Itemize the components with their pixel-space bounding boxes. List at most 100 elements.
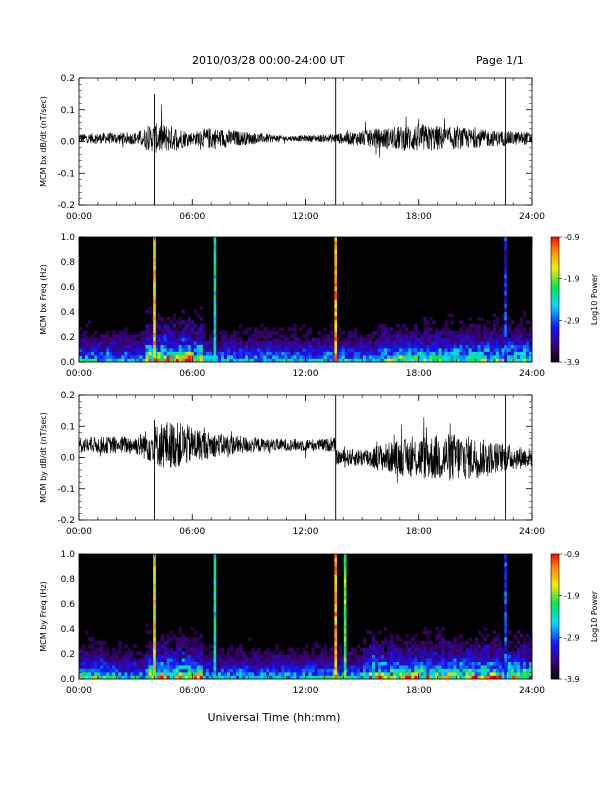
spectrogram-cell bbox=[121, 665, 125, 669]
spectrogram-cell bbox=[465, 327, 469, 332]
spectrogram-cell bbox=[326, 358, 330, 363]
colorbar-swatch bbox=[551, 289, 559, 292]
spectrogram-cell bbox=[211, 665, 216, 669]
spectrogram-cell bbox=[103, 668, 107, 673]
bright-column-1 bbox=[153, 299, 156, 304]
spectrogram-cell bbox=[429, 630, 433, 635]
spectrogram-cell bbox=[374, 647, 379, 652]
spectrogram-cell bbox=[272, 355, 276, 359]
spectrogram-cell bbox=[528, 320, 533, 325]
spectrogram-cell bbox=[184, 334, 189, 338]
spectrogram-cell bbox=[187, 672, 192, 676]
spectrogram-cell bbox=[510, 341, 515, 345]
spectrogram-cell bbox=[447, 675, 451, 680]
spectrogram-cell bbox=[181, 348, 185, 352]
spectrogram-cell bbox=[414, 344, 418, 349]
spectrogram-cell bbox=[88, 644, 92, 649]
spectrogram-cell bbox=[199, 647, 204, 652]
spectrogram-cell bbox=[510, 337, 515, 342]
spectrogram-cell bbox=[350, 348, 355, 352]
spectrogram-cell bbox=[513, 341, 518, 345]
spectrogram-cell bbox=[187, 327, 192, 332]
spectrogram-cell bbox=[374, 330, 379, 335]
spectrogram-cell bbox=[371, 344, 376, 349]
spectrogram-cell bbox=[166, 341, 170, 345]
spectrogram-cell bbox=[169, 358, 173, 363]
spectrogram-cell bbox=[193, 654, 198, 659]
colorbar-swatch bbox=[551, 645, 559, 649]
spectrogram-cell bbox=[290, 651, 294, 655]
bright-column-4 bbox=[504, 291, 507, 296]
colorbar-swatch bbox=[551, 647, 559, 651]
spectrogram-cell bbox=[414, 341, 418, 345]
spectrogram-cell bbox=[148, 344, 152, 349]
spectrogram-cell bbox=[269, 344, 273, 349]
spectrogram-cell bbox=[314, 644, 318, 649]
spectrogram-cell bbox=[335, 337, 340, 342]
spectrogram-cell bbox=[377, 337, 382, 342]
spectrogram-cell bbox=[190, 344, 195, 349]
spectrogram-cell bbox=[456, 644, 460, 649]
spectrogram-cell bbox=[82, 351, 86, 356]
spectrogram-cell bbox=[377, 665, 382, 669]
spectrogram-cell bbox=[432, 320, 436, 325]
spectrogram-cell bbox=[522, 640, 527, 645]
spectrogram-cell bbox=[326, 334, 330, 338]
spectrogram-cell bbox=[483, 654, 487, 659]
spectrogram-cell bbox=[462, 675, 466, 680]
spectrogram-cell bbox=[441, 651, 445, 655]
spectrogram-cell bbox=[362, 337, 367, 342]
spectrogram-cell bbox=[187, 320, 192, 325]
colorbar-swatch bbox=[551, 566, 559, 569]
spectrogram-cell bbox=[495, 355, 500, 359]
spectrogram-cell bbox=[142, 348, 146, 352]
spectrogram-cell bbox=[359, 672, 364, 676]
bright-column-1 bbox=[153, 654, 156, 659]
spectrogram-cell bbox=[350, 358, 355, 363]
spectrogram-cell bbox=[444, 675, 448, 680]
spectrogram-cell bbox=[447, 668, 451, 673]
bright-column-3 bbox=[334, 579, 337, 584]
bright-column-5 bbox=[504, 662, 507, 667]
spectrogram-cell bbox=[263, 675, 267, 680]
spectrogram-cell bbox=[393, 661, 397, 666]
spectrogram-cell bbox=[519, 323, 524, 328]
spectrogram-cell bbox=[411, 668, 415, 673]
spectrogram-cell bbox=[196, 330, 201, 335]
spectrogram-cell bbox=[151, 647, 155, 652]
spectrogram-cell bbox=[450, 334, 454, 338]
spectrogram-cell bbox=[196, 337, 201, 342]
spectrogram-cell bbox=[468, 658, 472, 662]
spectrogram-cell bbox=[374, 348, 379, 352]
spectrogram-cell bbox=[513, 355, 518, 359]
spectrogram-cell bbox=[435, 330, 439, 335]
bright-column-3 bbox=[334, 654, 337, 659]
spectrogram-cell bbox=[169, 355, 173, 359]
spectrogram-cell bbox=[429, 647, 433, 652]
spectrogram-cell bbox=[184, 661, 189, 666]
spectrogram-cell bbox=[501, 355, 506, 359]
bright-column-1 bbox=[153, 599, 156, 605]
spectrogram-cell bbox=[480, 348, 484, 352]
colorbar-swatch bbox=[551, 280, 559, 284]
spectrogram-cell bbox=[100, 658, 104, 662]
spectrogram-cell bbox=[374, 675, 379, 680]
spectrogram-cell bbox=[272, 668, 276, 673]
spectrogram-cell bbox=[432, 344, 436, 349]
spectrogram-cell bbox=[88, 651, 92, 655]
spectrogram-cell bbox=[347, 330, 352, 335]
colorbar-swatch bbox=[551, 316, 559, 319]
spectrogram-cell bbox=[359, 348, 364, 352]
spectrogram-cell bbox=[157, 672, 161, 676]
spectrogram-cell bbox=[293, 351, 297, 356]
spectrogram-cell bbox=[172, 337, 176, 342]
spectrogram-cell bbox=[362, 637, 367, 642]
spectrogram-cell bbox=[281, 355, 285, 359]
spectrogram-cell bbox=[486, 644, 491, 649]
spectrogram-cell bbox=[299, 341, 303, 345]
spectrogram-cell bbox=[118, 647, 122, 652]
spectrogram-cell bbox=[432, 661, 436, 666]
spectrogram-cell bbox=[199, 341, 204, 345]
spectrogram-cell bbox=[483, 344, 487, 349]
spectrogram-cell bbox=[314, 675, 318, 680]
